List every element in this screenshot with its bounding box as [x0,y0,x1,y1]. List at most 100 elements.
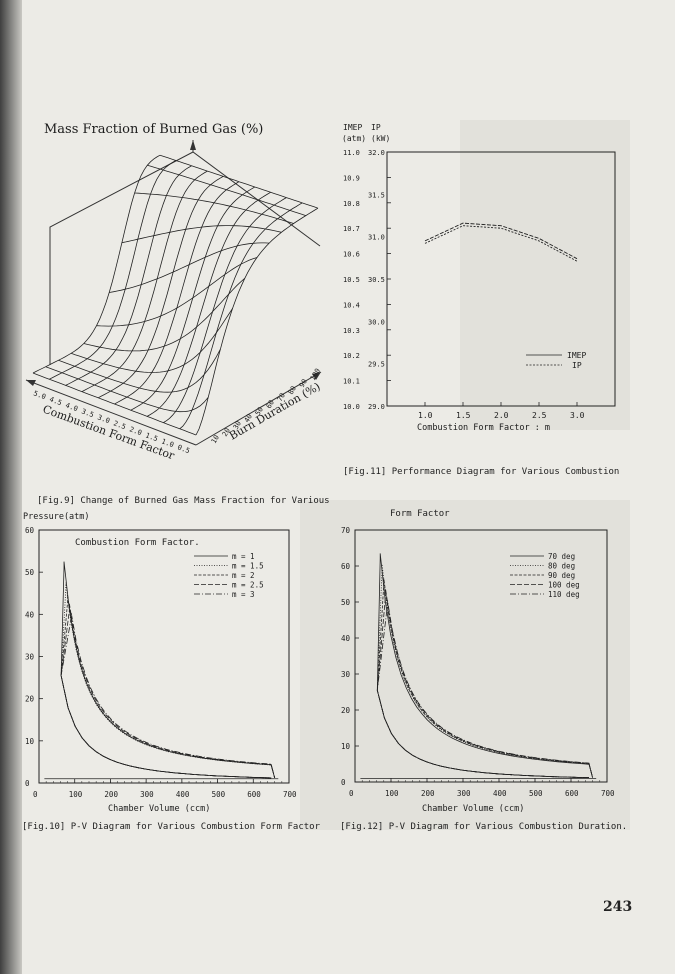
pv-x-tick-label: 500 [212,790,226,799]
fig11-y-tick-label-right: 32.0 [368,149,385,157]
pv-y-tick-label: 0 [341,778,346,787]
fig11-plot: 10.0 10.1 10.2 10.3 10.4 10.5 10.6 10.7 10.8 10.9… [343,149,585,420]
fig9-caption: [Fig.9] Change of Burned Gas Mass Fracti… [37,466,330,564]
fig10-caption: [Fig.10] P-V Diagram for Various Combust… [22,822,321,832]
fig9-y-tick-label: 30 [232,420,243,431]
fig11-legend-imep: IMEP [567,351,586,360]
pv-x-tick-label: 0 [349,789,354,798]
pv-x-tick-label: 600 [565,789,579,798]
pv-y-tick-label: 50 [25,568,35,577]
fig11-y-tick-label-left: 10.3 [343,327,360,335]
pv-x-tick-label: 400 [176,790,190,799]
pv-x-tick-label: 200 [104,790,118,799]
fig11-legend-ip: IP [572,361,582,370]
fig9-y-tick-label: 50 [254,406,265,417]
fig11-caption: [Fig.11] Performance Diagram for Various… [343,437,619,535]
pv-legend-label: m = 1 [232,552,255,561]
page-number: 243 [603,899,633,915]
fig9-y-tick-label: 40 [243,413,254,424]
pv-legend-label: 80 deg [548,562,575,571]
fig9-mesh-line [45,366,209,413]
fig11-y-tick-label-right: 29.5 [368,361,385,369]
fig11-left-axis-title: IMEP (atm) IP (kW) [342,123,390,143]
pv-y-tick-label: 20 [25,695,35,704]
fig9-x-tick-label: 4.0 [64,401,79,413]
fig11-imep-unit: IMEP [343,123,362,132]
fig9-x-tick-label: 4.5 [48,395,63,407]
fig11-x-tick-label: 2.0 [494,411,509,420]
pv-x-tick-label: 300 [140,790,154,799]
fig11-x-axis-label: Combustion Form Factor : m [417,423,550,433]
pv-legend-label: 70 deg [548,552,575,561]
pv-x-tick-label: 300 [457,789,471,798]
show-through-block [460,120,630,430]
fig9-x-tick-label: 1.5 [144,431,159,443]
fig11-y-tick-label-left: 10.6 [343,251,360,259]
pv-x-tick-label: 400 [493,789,507,798]
pv-legend-label: m = 1.5 [232,562,264,571]
fig11-y-tick-label-left: 10.8 [343,200,360,208]
fig11-ip-unit: IP [371,123,381,132]
fig9-mesh-line [159,154,319,209]
pv-y-tick-label: 30 [25,653,35,662]
fig9-mesh-line [109,242,270,293]
fig9-y-tick-label: 10 [210,434,221,445]
fig11-caption-line2: Form Factor [390,509,450,519]
fig11-y-tick-label-left: 11.0 [343,149,360,157]
fig11-x-tick-label: 3.0 [570,411,585,420]
fig9-caption-line2: Combustion Form Factor. [75,538,200,548]
fig11-y-tick-label-left: 10.1 [343,378,360,386]
fig9-mesh-line [58,349,221,393]
pv-x-tick-label: 700 [601,789,615,798]
fig11-x-tick-label: 2.5 [532,411,547,420]
fig9-caption-line1: [Fig.9] Change of Burned Gas Mass Fracti… [37,496,330,506]
pv-x-tick-label: 0 [33,790,38,799]
pv-legend-label: m = 3 [232,590,255,599]
fig9-mesh-line [147,164,306,216]
fig11-y-tick-label-left: 10.7 [343,225,360,233]
pv-legend-label: 90 deg [548,571,575,580]
fig11-y-tick-label-left: 10.9 [343,174,360,182]
pv-y-tick-label: 0 [25,779,30,788]
pv-y-tick-label: 50 [341,598,351,607]
fig9-mesh-line [121,225,282,244]
fig10-x-axis-label: Chamber Volume (ccm) [108,804,210,814]
page-binding-shadow [0,0,22,974]
pv-legend-label: 100 deg [548,581,580,590]
fig11-y-tick-label-left: 10.4 [343,301,360,309]
fig9-title: Mass Fraction of Burned Gas (%) [44,122,263,137]
fig11-caption-line1: [Fig.11] Performance Diagram for Various… [343,467,620,477]
pv-series-line [376,600,593,779]
fig11-series-line-ip [424,225,578,262]
fig9-x-tick-label: 0.5 [176,443,191,455]
fig9-mesh-line [70,308,233,373]
fig11-y-tick-label-right: 29.0 [368,403,385,411]
pv-legend-label: m = 2 [232,571,255,580]
pv-x-tick-label: 200 [421,789,435,798]
fig9-y-tick-label: 20 [221,427,232,438]
fig9-x-tick-label: 1.0 [160,437,175,449]
fig11-y-tick-label-right: 30.0 [368,318,385,326]
pv-y-tick-label: 40 [25,610,35,619]
fig9-mesh-line [32,372,197,436]
fig11-y-tick-label-right: 31.5 [368,191,385,199]
fig9-mesh-line [134,192,294,224]
pv-y-tick-label: 10 [25,737,35,746]
fig11-y-tick-label-right: 31.0 [368,234,385,242]
fig11-x-tick-label: 1.5 [456,411,471,420]
fig12-x-axis-label: Chamber Volume (ccm) [422,804,524,814]
pv-y-tick-label: 60 [341,562,351,571]
fig11-y-tick-label-left: 10.5 [343,276,360,284]
fig9-x-tick-label: 2.5 [112,419,127,431]
pv-y-tick-label: 60 [25,526,35,535]
fig9-x-tick-label: 5.0 [32,389,47,401]
fig9-x-ticks: 5.04.54.03.53.02.52.01.51.00.5 [32,389,191,455]
fig11-legend: IMEP IP [526,351,586,370]
pv-x-tick-label: 700 [283,790,297,799]
